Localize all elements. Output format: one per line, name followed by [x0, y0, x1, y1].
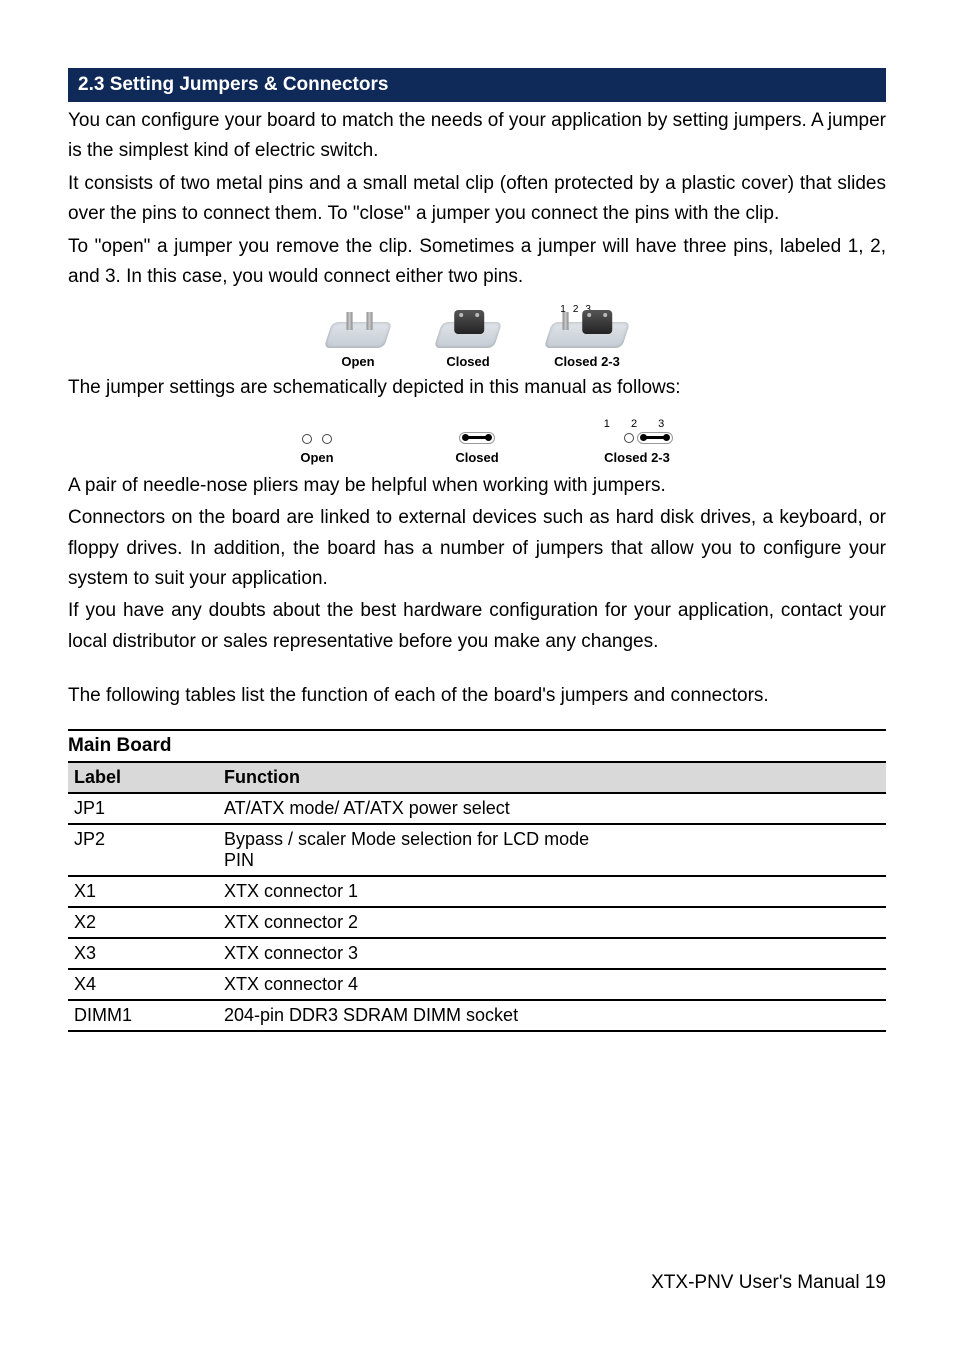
table-cell-function: XTX connector 1: [218, 877, 886, 906]
paragraph-3a: A pair of needle-nose pliers may be help…: [68, 471, 886, 501]
jumper-3d-closed: Closed: [438, 304, 498, 369]
illust-label-open: Open: [341, 354, 374, 369]
table-row: X1XTX connector 1: [68, 877, 886, 908]
table-cell-function: AT/ATX mode/ AT/ATX power select: [218, 794, 886, 823]
jumper-3d-closed23: 123 Closed 2-3: [548, 304, 626, 369]
table-row: DIMM1204-pin DDR3 SDRAM DIMM socket: [68, 1001, 886, 1032]
page-footer: XTX-PNV User's Manual 19: [651, 1272, 886, 1294]
jumper-3d-open: Open: [328, 304, 388, 369]
table-header-row: Label Function: [68, 763, 886, 794]
table-cell-label: X1: [68, 877, 218, 906]
table-row: X2XTX connector 2: [68, 908, 886, 939]
jumper-schematic-row: Open Closed 1 2 3 Closed 2-3: [68, 414, 886, 465]
paragraph-4: The following tables list the function o…: [68, 681, 886, 711]
table-cell-label: JP2: [68, 825, 218, 875]
table-cell-label: X4: [68, 970, 218, 999]
section-title-bar: 2.3 Setting Jumpers & Connectors: [68, 68, 886, 102]
table-row: X4XTX connector 4: [68, 970, 886, 1001]
table-cell-function: Bypass / scaler Mode selection for LCD m…: [218, 825, 886, 875]
table-cell-label: X3: [68, 939, 218, 968]
schematic-closed: Closed: [437, 414, 517, 465]
illust-label-closed23: Closed 2-3: [554, 354, 620, 369]
table-cell-function: 204-pin DDR3 SDRAM DIMM socket: [218, 1001, 886, 1030]
table-cell-label: DIMM1: [68, 1001, 218, 1030]
paragraph-1b: It consists of two metal pins and a smal…: [68, 169, 886, 230]
jumper-3d-illustration-row: Open Closed 123 Closed 2-3: [68, 304, 886, 369]
schem-label-closed23: Closed 2-3: [604, 450, 670, 465]
table-title: Main Board: [68, 729, 886, 763]
schem-label-open: Open: [300, 450, 333, 465]
paragraph-3b: Connectors on the board are linked to ex…: [68, 503, 886, 594]
table-cell-function: XTX connector 3: [218, 939, 886, 968]
paragraph-2: The jumper settings are schematically de…: [68, 373, 886, 403]
schematic-closed23: 1 2 3 Closed 2-3: [597, 414, 677, 465]
paragraph-1c: To "open" a jumper you remove the clip. …: [68, 232, 886, 293]
schem-label-closed: Closed: [455, 450, 498, 465]
table-row: JP1AT/ATX mode/ AT/ATX power select: [68, 794, 886, 825]
table-cell-function: XTX connector 2: [218, 908, 886, 937]
pins-123-label: 1 2 3: [601, 418, 673, 430]
table-header-label: Label: [68, 763, 218, 792]
table-cell-label: JP1: [68, 794, 218, 823]
illust-label-closed: Closed: [446, 354, 489, 369]
table-cell-function: XTX connector 4: [218, 970, 886, 999]
table-row: X3XTX connector 3: [68, 939, 886, 970]
table-cell-label: X2: [68, 908, 218, 937]
table-header-function: Function: [218, 763, 886, 792]
paragraph-1a: You can configure your board to match th…: [68, 106, 886, 167]
schematic-open: Open: [277, 414, 357, 465]
jumper-connector-table: Main Board Label Function JP1AT/ATX mode…: [68, 729, 886, 1032]
table-row: JP2Bypass / scaler Mode selection for LC…: [68, 825, 886, 877]
paragraph-3c: If you have any doubts about the best ha…: [68, 596, 886, 657]
